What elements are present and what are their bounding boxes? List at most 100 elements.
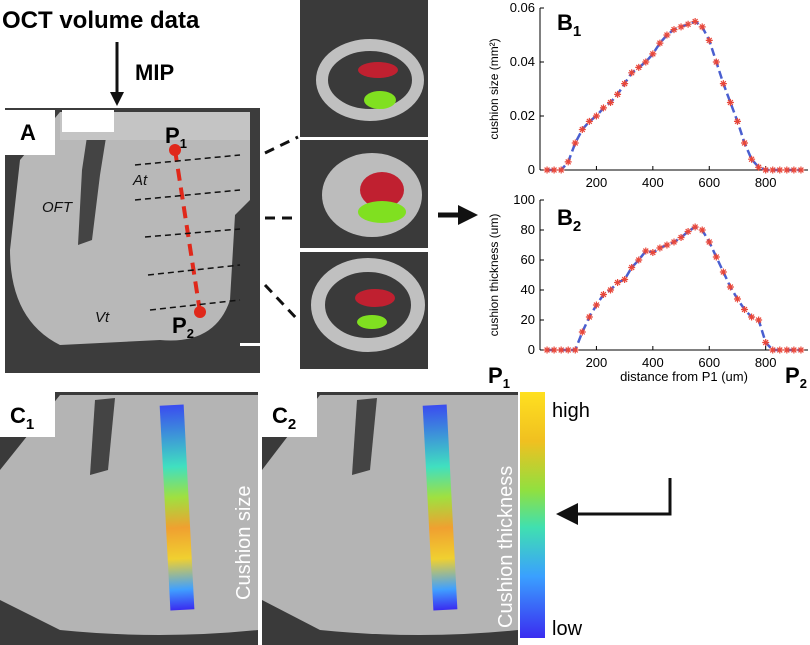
- panel-label: C1: [10, 403, 34, 433]
- axis-end-label: P1: [488, 363, 510, 391]
- marker: [712, 58, 720, 66]
- connectors: [263, 135, 300, 322]
- marker: [748, 155, 756, 163]
- x-tick-label: 200: [586, 175, 608, 190]
- marker: [748, 313, 756, 321]
- region-label: At: [132, 172, 148, 189]
- arrow-head: [110, 92, 124, 106]
- colorbar-label: low: [552, 618, 583, 640]
- marker: [705, 238, 713, 246]
- marker: [621, 80, 629, 88]
- marker: [691, 223, 699, 231]
- point-label: P1: [165, 123, 187, 151]
- arrow-head: [556, 503, 578, 525]
- x-tick-label: 400: [642, 355, 664, 370]
- marker: [783, 166, 791, 174]
- marker: [755, 316, 763, 324]
- x-tick-label: 400: [642, 175, 664, 190]
- mip-label: MIP: [135, 60, 174, 85]
- marker: [705, 36, 713, 44]
- marker: [670, 26, 678, 34]
- region-label: OFT: [42, 199, 74, 216]
- marker: [670, 238, 678, 246]
- caption: Cushion size: [233, 485, 255, 600]
- x-tick-label: 800: [755, 175, 777, 190]
- marker: [642, 247, 650, 255]
- panel-label: B2: [557, 205, 581, 235]
- panel-label: C2: [272, 403, 296, 433]
- marker: [726, 283, 734, 291]
- marker: [628, 69, 636, 77]
- image-c: [0, 392, 545, 645]
- marker: [635, 256, 643, 264]
- y-tick-label: 60: [521, 252, 535, 267]
- marker: [663, 31, 671, 39]
- marker: [741, 306, 749, 313]
- y-tick-label: 20: [521, 312, 535, 327]
- marker: [607, 99, 615, 106]
- marker: [550, 346, 558, 354]
- marker: [599, 291, 607, 298]
- marker: [684, 228, 692, 235]
- marker: [614, 90, 622, 98]
- marker: [585, 117, 593, 125]
- marker: [719, 80, 727, 88]
- marker: [733, 295, 741, 303]
- marker: [719, 268, 727, 276]
- series-line: [547, 20, 801, 172]
- y-tick-label: 40: [521, 282, 535, 297]
- x-tick-label: 800: [755, 355, 777, 370]
- marker: [797, 346, 805, 354]
- marker: [621, 276, 629, 283]
- marker: [769, 166, 777, 174]
- marker: [571, 346, 579, 354]
- y-tick-label: 0: [528, 342, 535, 357]
- marker: [578, 126, 586, 133]
- y-axis-label: cushion size (mm²): [487, 38, 501, 139]
- marker: [762, 166, 770, 174]
- colorbar-label: high: [552, 400, 590, 422]
- marker: [691, 18, 699, 25]
- panel-label: B1: [557, 10, 581, 40]
- marker: [790, 346, 798, 354]
- marker: [677, 23, 685, 31]
- marker: [599, 104, 607, 112]
- image-a: [0, 108, 270, 373]
- marker: [733, 117, 741, 125]
- marker: [790, 166, 798, 174]
- slice-images: [300, 0, 428, 369]
- marker: [797, 166, 805, 174]
- marker: [614, 279, 622, 286]
- marker: [698, 23, 706, 31]
- x-tick-label: 200: [586, 355, 608, 370]
- source-label: OCT volume data: [2, 7, 200, 34]
- y-tick-label: 0.04: [510, 54, 535, 69]
- marker: [557, 346, 565, 354]
- point-label: P2: [172, 313, 194, 341]
- marker: [571, 139, 579, 147]
- marker: [592, 301, 600, 309]
- marker: [656, 39, 664, 47]
- marker: [726, 99, 734, 106]
- marker: [642, 58, 650, 66]
- marker: [585, 313, 593, 321]
- marker: [628, 264, 636, 271]
- arrow: [575, 478, 672, 516]
- y-axis-label: cushion thickness (um): [487, 214, 501, 337]
- marker: [776, 166, 784, 174]
- marker: [755, 163, 763, 171]
- marker: [656, 244, 664, 252]
- marker: [557, 166, 565, 174]
- axis-end-label: P2: [785, 363, 807, 391]
- panel-label: A: [20, 120, 36, 145]
- marker: [607, 286, 615, 294]
- marker: [712, 253, 720, 261]
- marker: [635, 63, 643, 71]
- marker: [543, 346, 551, 354]
- marker: [578, 328, 586, 336]
- marker: [698, 226, 706, 234]
- marker: [776, 346, 784, 354]
- marker: [564, 158, 572, 166]
